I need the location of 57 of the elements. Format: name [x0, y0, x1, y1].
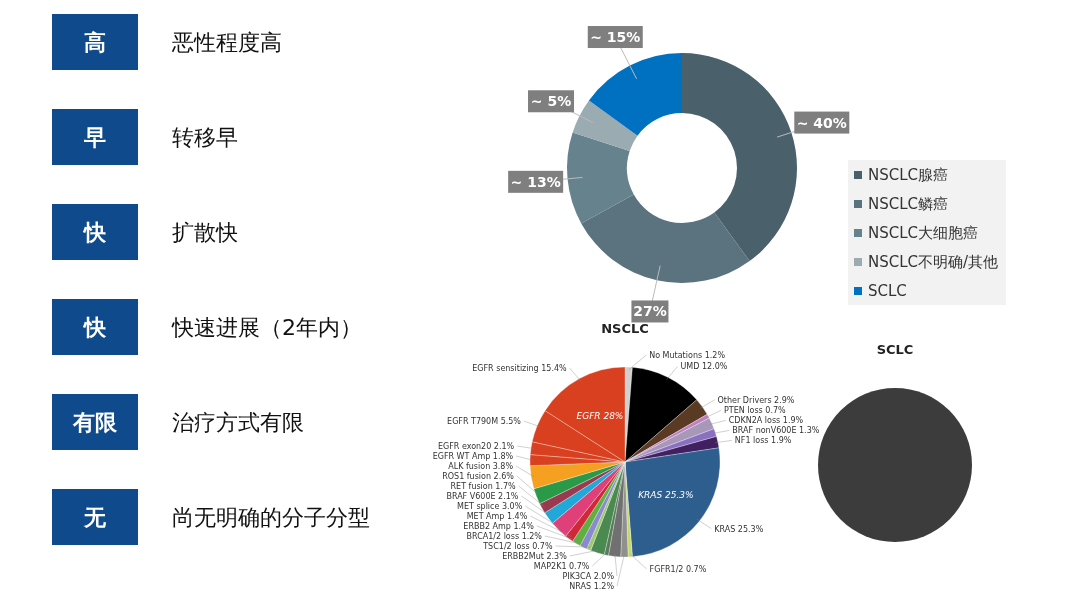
data-label: ~ 13% — [510, 173, 561, 190]
slice-label: EGFR T790M 5.5% — [447, 417, 522, 427]
chart-title: SCLC — [876, 342, 914, 357]
text: 快 — [82, 220, 107, 245]
data-label: ~ 5% — [530, 93, 572, 110]
legend-label: NSCLC鳞癌 — [868, 195, 949, 213]
text: 尚无明确的分子分型 — [172, 505, 370, 530]
data-label: ~ 40% — [796, 114, 847, 131]
slice-label: ERBB2Mut 2.3% — [502, 552, 568, 561]
donut-slice — [682, 53, 797, 262]
slice-label: MET splice 3.0% — [457, 502, 523, 511]
slice-label: BRCA1/2 loss 1.2% — [466, 532, 543, 541]
slice-label: TSC1/2 loss 0.7% — [482, 542, 553, 551]
slice-label: NF1 loss 1.9% — [734, 436, 792, 446]
text: 无 — [83, 505, 107, 530]
text: 早 — [83, 125, 106, 150]
slice-label: NRAS 1.2% — [569, 582, 615, 591]
text: EGFR 28% — [576, 411, 624, 422]
text: 治疗方式有限 — [172, 410, 304, 435]
slice-label: PIK3CA 2.0% — [562, 572, 615, 581]
text: 扩散快 — [172, 220, 238, 245]
slice-label: MAP2K1 0.7% — [533, 562, 590, 571]
slice-label: ERBB2 Amp 1.4% — [463, 522, 535, 531]
slice-label: EGFR WT Amp 1.8% — [432, 452, 514, 461]
data-label: ~ 15% — [590, 29, 641, 46]
slice-label: No Mutations 1.2% — [649, 351, 726, 361]
legend-label: NSCLC腺癌 — [868, 166, 949, 184]
text: 高 — [84, 30, 106, 55]
text: 快速进展（2年内） — [171, 315, 362, 340]
chart-title: NSCLC — [601, 321, 649, 336]
legend-label: NSCLC大细胞癌 — [868, 224, 979, 242]
text: 有限 — [72, 410, 118, 435]
slice-label: EGFR sensitizing 15.4% — [472, 364, 568, 374]
text: 恶性程度高 — [171, 30, 282, 55]
donut-slice — [572, 100, 638, 151]
slice-label: RET fusion 1.7% — [450, 482, 517, 491]
slice-label: BRAF V600E 2.1% — [446, 492, 519, 501]
slice-label: ALK fusion 3.8% — [448, 462, 514, 471]
slice-label: EGFR exon20 2.1% — [437, 442, 515, 451]
slice-label: KRAS 25.3% — [638, 489, 694, 500]
legend-label: SCLC — [868, 282, 907, 300]
text: 快 — [82, 315, 107, 340]
slice-label: CDKN2A loss 1.9% — [728, 416, 804, 426]
slice-label: KRAS 25.3% — [714, 524, 764, 534]
slice-label: UMD 12.0% — [680, 362, 728, 372]
donut-slice — [567, 132, 634, 224]
text: 转移早 — [172, 125, 238, 150]
slice-label: Other Drivers 2.9% — [717, 395, 795, 405]
slice-label: MET Amp 1.4% — [466, 512, 528, 521]
slice-label: PTEN loss 0.7% — [724, 406, 787, 416]
data-label: 27% — [633, 303, 667, 320]
slice-label: FGFR1/2 0.7% — [649, 564, 707, 574]
legend-label: NSCLC不明确/其他 — [868, 253, 999, 271]
donut-slice — [588, 53, 682, 136]
donut-slice — [581, 194, 750, 283]
slice-label: BRAF nonV600E 1.3% — [732, 426, 820, 436]
slice-label: ROS1 fusion 2.6% — [442, 472, 515, 481]
